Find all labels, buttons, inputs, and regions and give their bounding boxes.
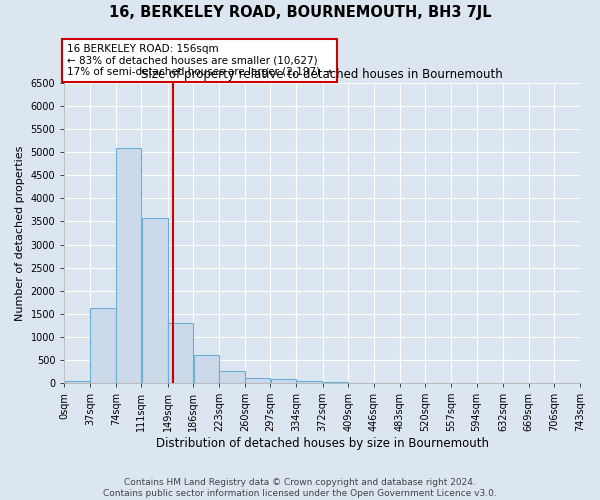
Text: Contains HM Land Registry data © Crown copyright and database right 2024.
Contai: Contains HM Land Registry data © Crown c… bbox=[103, 478, 497, 498]
Bar bbox=[323, 382, 348, 383]
Bar bbox=[271, 380, 296, 383]
Title: Size of property relative to detached houses in Bournemouth: Size of property relative to detached ho… bbox=[141, 68, 503, 80]
Bar bbox=[65, 380, 90, 383]
Bar bbox=[116, 148, 141, 383]
Bar bbox=[194, 356, 219, 383]
X-axis label: Distribution of detached houses by size in Bournemouth: Distribution of detached houses by size … bbox=[155, 437, 488, 450]
Bar bbox=[245, 378, 270, 383]
Bar bbox=[142, 218, 167, 383]
Bar bbox=[219, 371, 245, 383]
Text: 16, BERKELEY ROAD, BOURNEMOUTH, BH3 7JL: 16, BERKELEY ROAD, BOURNEMOUTH, BH3 7JL bbox=[109, 5, 491, 20]
Bar bbox=[168, 323, 193, 383]
Bar bbox=[90, 308, 116, 383]
Bar bbox=[296, 380, 322, 383]
Y-axis label: Number of detached properties: Number of detached properties bbox=[15, 146, 25, 320]
Text: 16 BERKELEY ROAD: 156sqm
← 83% of detached houses are smaller (10,627)
17% of se: 16 BERKELEY ROAD: 156sqm ← 83% of detach… bbox=[67, 44, 332, 77]
